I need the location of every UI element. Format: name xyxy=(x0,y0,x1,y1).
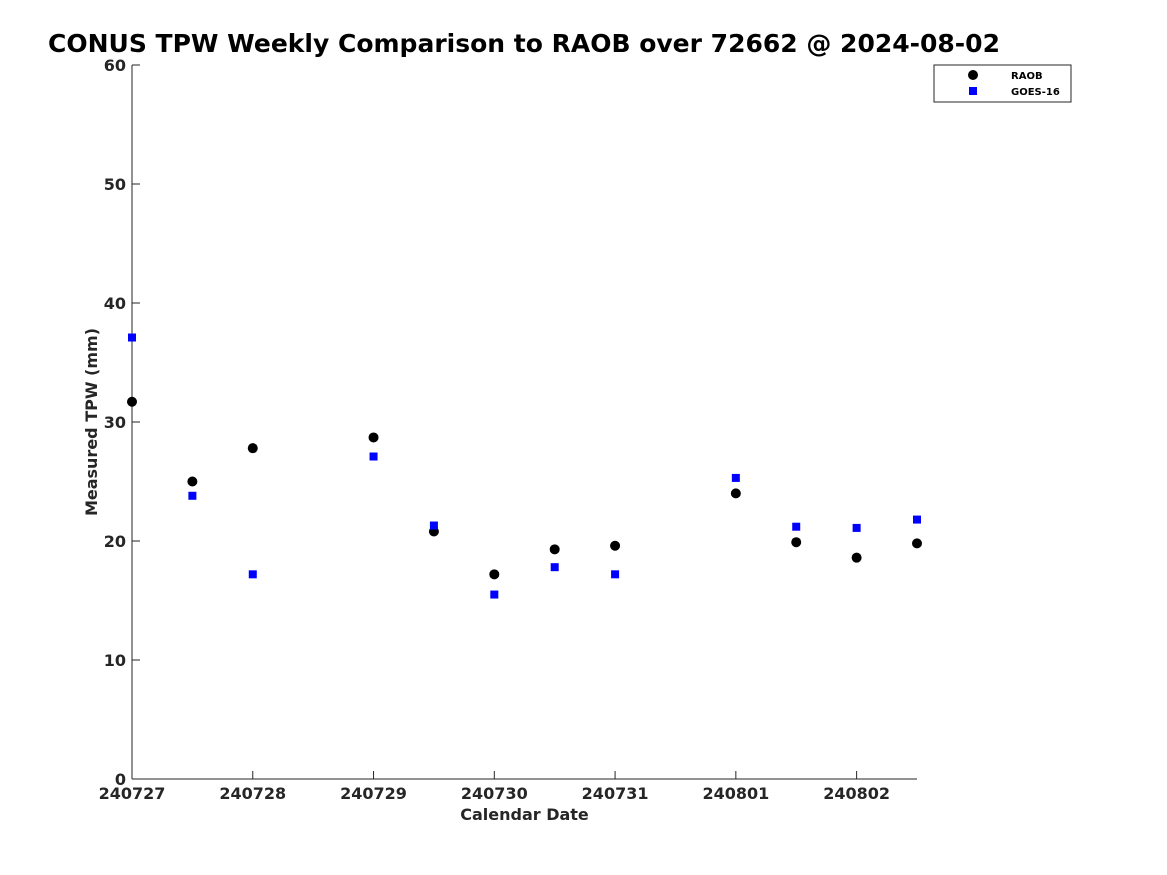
y-tick-label: 10 xyxy=(104,651,126,670)
legend-marker-goes-16 xyxy=(969,87,977,95)
chart-title: CONUS TPW Weekly Comparison to RAOB over… xyxy=(48,29,1000,58)
goes-16-point xyxy=(369,452,378,461)
raob-point xyxy=(730,488,741,499)
raob-point xyxy=(247,443,258,454)
goes-16-point xyxy=(611,570,620,579)
y-axis-label: Measured TPW (mm) xyxy=(82,328,101,516)
x-tick-label: 240802 xyxy=(823,784,890,803)
y-tick-label: 50 xyxy=(104,175,126,194)
x-tick-label: 240729 xyxy=(340,784,407,803)
raob-point xyxy=(489,569,500,580)
goes-16-point xyxy=(128,333,136,342)
raob-point xyxy=(851,552,862,563)
legend: RAOB GOES-16 xyxy=(933,64,1072,103)
x-tick-label: 240730 xyxy=(461,784,528,803)
legend-label-raob: RAOB xyxy=(1011,71,1043,82)
x-tick-label: 240728 xyxy=(219,784,286,803)
y-tick-label: 30 xyxy=(104,413,126,432)
y-tick-label: 60 xyxy=(104,56,126,75)
raob-point xyxy=(791,537,802,548)
raob-point xyxy=(610,540,621,551)
raob-point xyxy=(368,432,379,443)
goes-16-point xyxy=(731,473,740,482)
x-tick-label: 240731 xyxy=(582,784,649,803)
raob-point xyxy=(127,396,137,407)
legend-label-goes-16: GOES-16 xyxy=(1011,87,1060,98)
plot-area: 0 10 20 30 40 50 60 240727 240728 240729 240730 240… xyxy=(99,56,922,803)
x-axis-label: Calendar Date xyxy=(460,805,589,824)
y-tick-label: 20 xyxy=(104,532,126,551)
goes-16-point xyxy=(188,491,197,500)
goes-16-point xyxy=(550,563,559,572)
goes-16-point xyxy=(792,522,801,531)
goes-16-point xyxy=(429,521,438,530)
raob-point xyxy=(187,476,198,487)
legend-box xyxy=(933,64,1072,103)
raob-point xyxy=(912,538,922,549)
x-tick-label: 240801 xyxy=(702,784,769,803)
legend-marker-raob xyxy=(968,70,978,80)
goes-16-point xyxy=(248,570,257,579)
raob-point xyxy=(549,544,560,555)
x-tick-label: 240727 xyxy=(99,784,166,803)
y-tick-label: 0 xyxy=(115,770,126,789)
y-tick-label: 40 xyxy=(104,294,126,313)
goes-16-point xyxy=(913,515,921,524)
goes-16-point xyxy=(490,590,499,599)
goes-16-point xyxy=(852,523,861,532)
